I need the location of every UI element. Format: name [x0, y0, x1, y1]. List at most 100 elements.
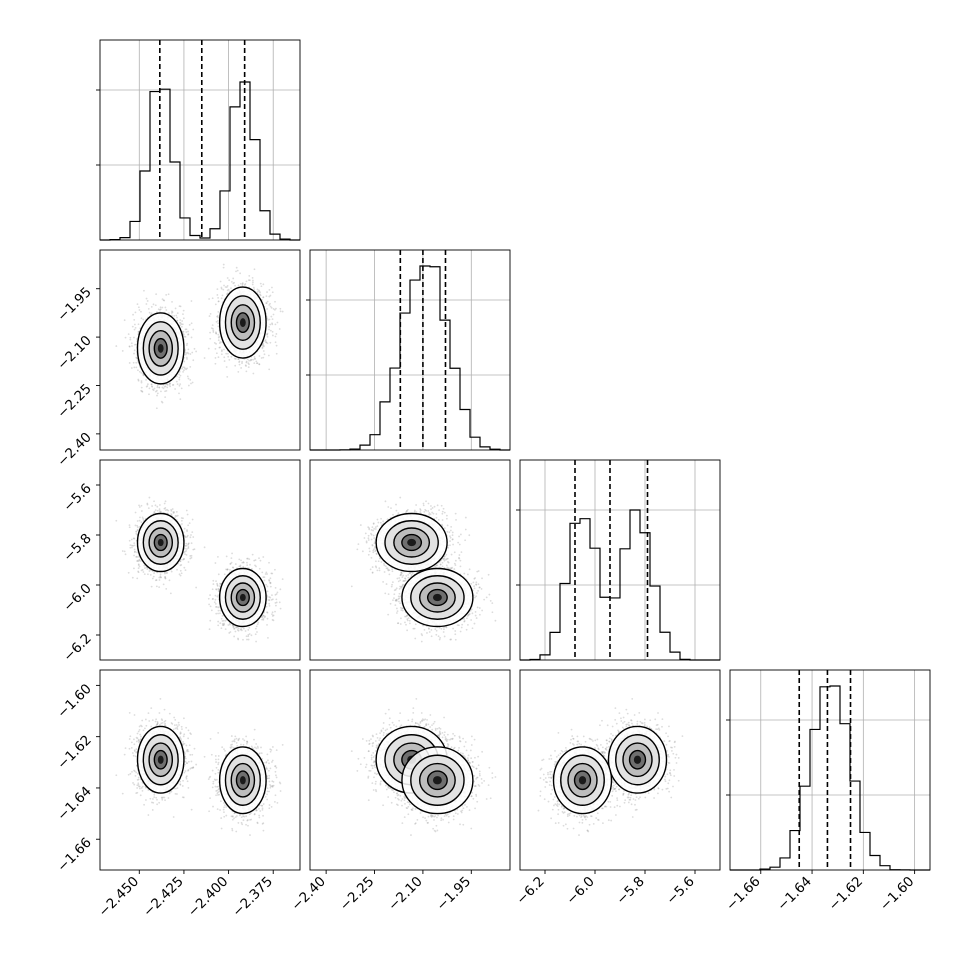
sample-point [132, 537, 135, 540]
sample-point [249, 359, 252, 362]
sample-point [186, 513, 189, 516]
sample-point [219, 622, 222, 625]
sample-point [279, 307, 282, 310]
sample-point [145, 385, 148, 388]
sample-point [186, 351, 189, 354]
sample-point [186, 342, 189, 345]
sample-point [175, 314, 178, 317]
hist-frame-0 [99, 39, 301, 241]
sample-point [217, 300, 220, 303]
sample-point [269, 582, 272, 585]
panel-content-1-0 [115, 263, 284, 410]
sample-point [157, 308, 160, 311]
sample-point [135, 556, 138, 558]
sample-point [216, 288, 219, 291]
sample-point [269, 329, 272, 332]
sample-point [266, 300, 269, 303]
sample-point [150, 585, 153, 588]
sample-point [171, 311, 174, 314]
sample-point [189, 353, 192, 355]
sample-point [253, 268, 256, 271]
sample-point [215, 320, 218, 323]
sample-point [265, 605, 268, 608]
sample-point [214, 347, 217, 350]
sample-point [208, 628, 211, 631]
sample-point [253, 362, 256, 365]
hist-frame-1 [309, 249, 511, 451]
sample-point [271, 611, 274, 614]
sample-point [262, 296, 265, 299]
sample-point [132, 313, 134, 316]
sample-point [192, 536, 195, 538]
sample-point [274, 323, 277, 326]
sample-point [271, 322, 273, 325]
sample-point [148, 570, 151, 572]
sample-point [244, 283, 247, 285]
sample-point [134, 550, 136, 553]
sample-point [136, 520, 139, 522]
sample-point [168, 579, 171, 582]
sample-point [156, 386, 159, 389]
sample-point [259, 282, 262, 285]
sample-point [153, 511, 156, 514]
sample-point [135, 356, 138, 359]
sample-point [189, 379, 192, 381]
sample-point [271, 334, 274, 337]
sample-point [129, 336, 132, 339]
sample-point [279, 607, 282, 610]
sample-point [258, 363, 261, 366]
sample-point [184, 550, 186, 553]
sample-point [148, 496, 151, 499]
sample-point [184, 335, 187, 338]
sample-point [128, 362, 131, 364]
sample-point [268, 318, 271, 321]
sample-point [217, 336, 220, 339]
sample-point [156, 392, 159, 395]
sample-point [187, 561, 190, 563]
sample-point [239, 564, 242, 567]
sample-point [264, 615, 267, 618]
sample-point [217, 339, 220, 342]
sample-point [237, 284, 240, 287]
sample-point [190, 336, 193, 339]
sample-point [135, 343, 138, 346]
sample-point [262, 343, 265, 345]
hist-frame-3 [729, 669, 931, 871]
sample-point [221, 349, 223, 352]
sample-point [171, 300, 173, 303]
sample-point [181, 330, 184, 333]
sample-point [185, 356, 188, 359]
sample-point [220, 297, 223, 300]
sample-point [232, 282, 235, 285]
sample-point [127, 571, 130, 574]
sample-point [254, 357, 256, 360]
sample-point [219, 612, 221, 615]
sample-point [152, 575, 155, 578]
sample-point [147, 573, 149, 576]
sample-point [136, 303, 139, 306]
sample-point [185, 328, 188, 331]
sample-point [150, 306, 153, 308]
sample-point [214, 602, 217, 605]
sample-point [133, 328, 136, 331]
sample-point [258, 567, 261, 570]
sample-point [268, 304, 271, 306]
sample-point [255, 640, 258, 643]
sample-point [261, 618, 263, 621]
sample-point [172, 512, 175, 515]
sample-point [220, 627, 223, 630]
sample-point [262, 296, 265, 299]
sample-point [152, 303, 155, 306]
panel-content-2-0 [115, 496, 284, 643]
sample-point [166, 571, 169, 574]
sample-point [260, 357, 263, 359]
sample-point [255, 565, 257, 568]
sample-point [141, 390, 143, 393]
sample-point [187, 524, 190, 527]
sample-point [269, 294, 272, 297]
sample-point [140, 317, 143, 320]
sample-point [261, 344, 264, 346]
sample-point [182, 317, 185, 320]
sample-point [236, 628, 239, 631]
sample-point [262, 283, 265, 286]
